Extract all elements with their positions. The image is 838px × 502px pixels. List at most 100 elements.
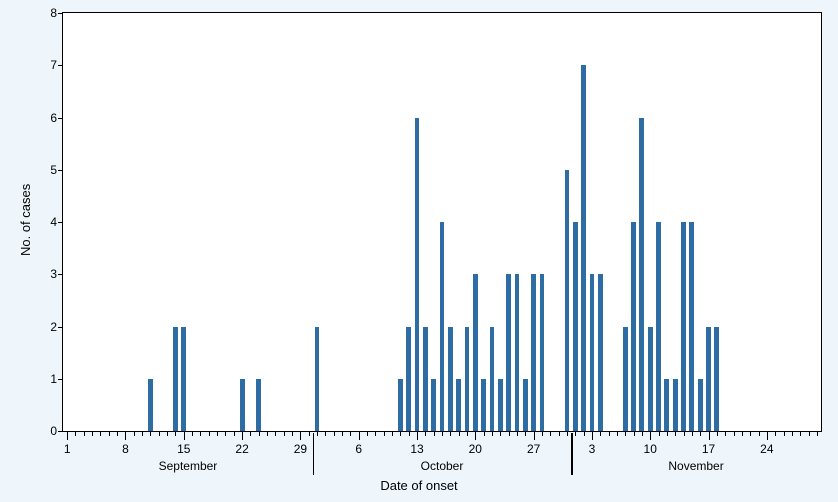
x-tick-minor [375,431,376,436]
bar [415,118,420,432]
x-tick-minor [434,431,435,436]
bar [498,379,503,431]
x-tick-minor [75,431,76,436]
x-tick-minor [734,431,735,436]
x-tick-major [242,431,243,440]
x-tick-minor [567,431,568,436]
x-tick-major [475,431,476,440]
x-tick-label: 17 [702,442,715,456]
x-tick-label: 1 [64,442,71,456]
x-tick-minor [234,431,235,436]
x-tick-major [67,431,68,440]
bar [256,379,261,431]
x-tick-minor [742,431,743,436]
y-tick-label: 6 [27,111,57,125]
x-tick-label: 6 [355,442,362,456]
y-tick-label: 7 [27,58,57,72]
x-tick-minor [625,431,626,436]
x-tick-minor [84,431,85,436]
month-label: September [159,459,218,473]
month-divider [313,433,315,475]
bar [423,327,428,432]
x-tick-minor [109,431,110,436]
x-tick-label: 27 [527,442,540,456]
bar [565,170,570,431]
x-tick-minor [675,431,676,436]
x-tick-minor [542,431,543,436]
x-tick-minor [409,431,410,436]
x-axis-title: Date of onset [0,478,838,493]
bar [706,327,711,432]
x-tick-minor [167,431,168,436]
x-tick-minor [317,431,318,436]
x-tick-minor [334,431,335,436]
x-tick-minor [292,431,293,436]
x-tick-minor [784,431,785,436]
bar [714,327,719,432]
y-tick [58,65,63,66]
x-tick-minor [517,431,518,436]
y-tick [58,379,63,380]
x-tick-minor [509,431,510,436]
x-tick-major [709,431,710,440]
bar [623,327,628,432]
bar [148,379,153,431]
x-tick-minor [809,431,810,436]
y-tick-label: 5 [27,163,57,177]
bar [681,222,686,431]
y-tick-label: 3 [27,267,57,281]
x-tick-minor [392,431,393,436]
x-tick-minor [259,431,260,436]
x-tick-minor [759,431,760,436]
x-tick-minor [92,431,93,436]
x-tick-minor [117,431,118,436]
x-tick-label: 22 [235,442,248,456]
x-tick-minor [150,431,151,436]
x-tick-major [534,431,535,440]
x-tick-minor [325,431,326,436]
bar [240,379,245,431]
y-tick-label: 0 [27,424,57,438]
x-tick-minor [634,431,635,436]
bar [473,274,478,431]
x-tick-major [592,431,593,440]
x-tick-minor [467,431,468,436]
month-divider [571,433,573,475]
x-tick-minor [284,431,285,436]
y-axis-label: No. of cases [18,184,33,256]
x-tick-minor [775,431,776,436]
bar [664,379,669,431]
bar [648,327,653,432]
y-tick [58,327,63,328]
plot-area: 0123456781815222961320273101724September… [62,12,822,432]
bar [598,274,603,431]
x-tick-minor [684,431,685,436]
x-tick-minor [617,431,618,436]
x-tick-label: 29 [294,442,307,456]
x-tick-minor [367,431,368,436]
x-tick-minor [584,431,585,436]
bar [173,327,178,432]
x-tick-minor [609,431,610,436]
x-tick-minor [309,431,310,436]
bar [581,65,586,431]
x-tick-minor [642,431,643,436]
x-tick-minor [384,431,385,436]
x-tick-minor [450,431,451,436]
x-tick-minor [142,431,143,436]
x-tick-minor [225,431,226,436]
bar [531,274,536,431]
bar [506,274,511,431]
x-tick-minor [275,431,276,436]
x-tick-minor [817,431,818,436]
bar [440,222,445,431]
x-tick-minor [192,431,193,436]
x-tick-label: 15 [177,442,190,456]
x-tick-label: 3 [589,442,596,456]
x-tick-minor [425,431,426,436]
x-tick-minor [492,431,493,436]
bar [540,274,545,431]
cases-histogram: 0123456781815222961320273101724September… [0,0,838,502]
x-tick-minor [725,431,726,436]
x-tick-label: 8 [122,442,129,456]
